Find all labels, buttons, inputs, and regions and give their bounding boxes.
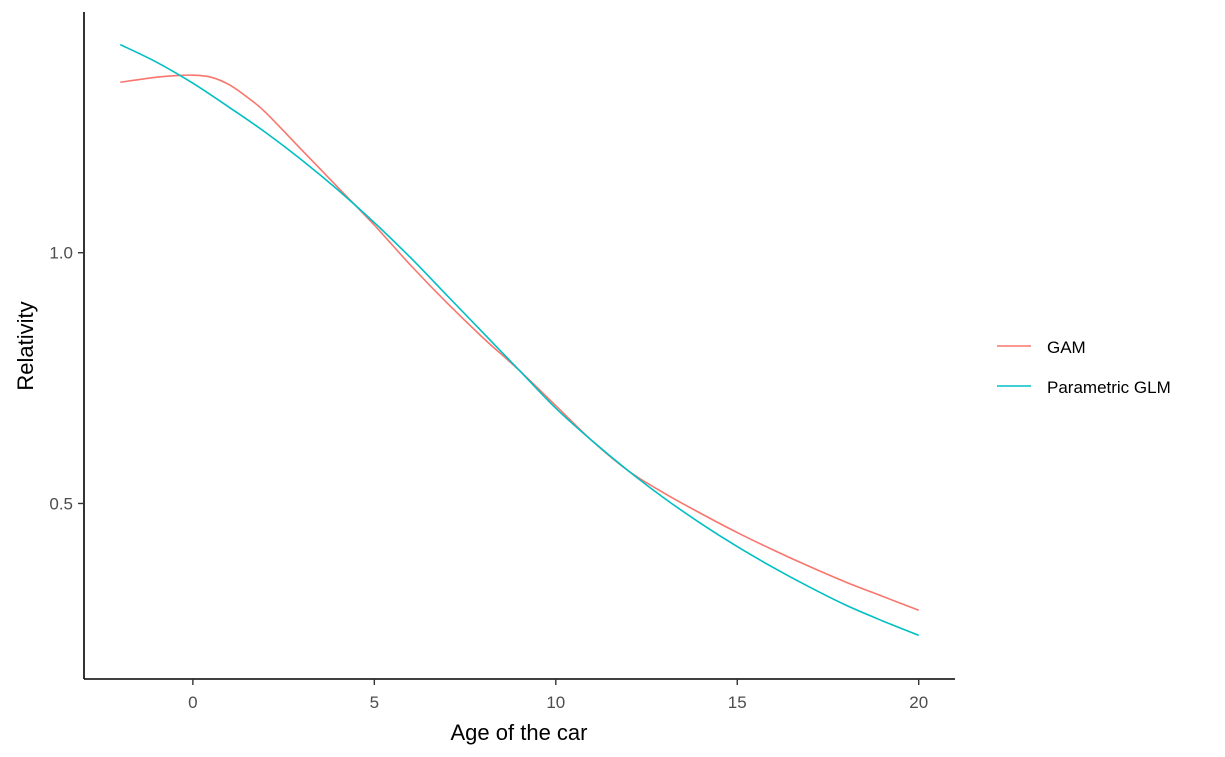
y-tick-label: 1.0 [49, 244, 73, 263]
legend-item: Parametric GLM [997, 378, 1171, 397]
x-tick-label: 5 [370, 693, 379, 712]
series-line-parametric-glm [119, 43, 920, 637]
x-tick-label: 20 [909, 693, 928, 712]
series-line-gam [120, 74, 919, 612]
y-axis-ticks: 0.5 1.0 [49, 244, 84, 513]
x-axis-title: Age of the car [451, 720, 588, 745]
y-tick-label: 0.5 [49, 494, 73, 513]
legend: GAM Parametric GLM [997, 338, 1171, 397]
legend-label: GAM [1047, 338, 1086, 357]
legend-label: Parametric GLM [1047, 378, 1171, 397]
y-axis-title: Relativity [13, 301, 38, 390]
x-tick-label: 10 [546, 693, 565, 712]
x-axis-ticks: 0 5 10 15 20 [188, 679, 928, 712]
x-tick-label: 0 [188, 693, 197, 712]
series-lines [119, 43, 920, 637]
x-tick-label: 15 [728, 693, 747, 712]
legend-item: GAM [997, 338, 1086, 357]
